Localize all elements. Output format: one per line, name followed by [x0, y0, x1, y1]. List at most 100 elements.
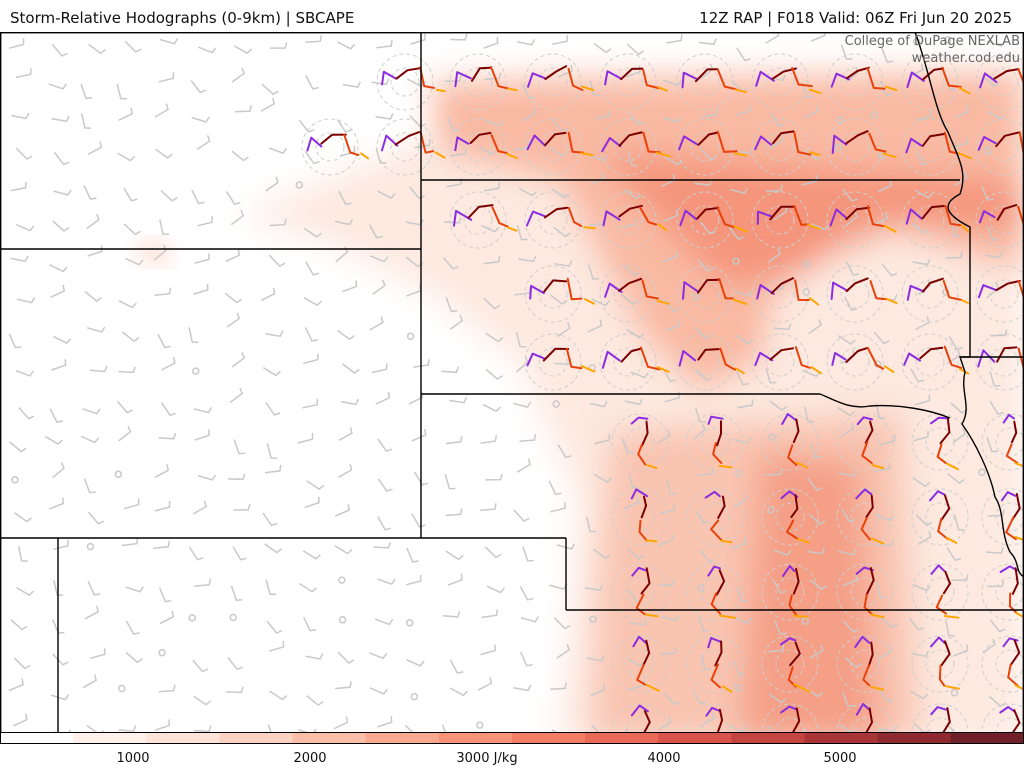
hodograph-ring: [989, 132, 1019, 162]
wind-barb: [191, 189, 205, 205]
hodograph-segment: [943, 345, 963, 369]
wind-barb: [447, 573, 463, 586]
hodograph-ring: [761, 635, 819, 693]
hodograph-segment: [929, 490, 946, 502]
hodograph-segment: [794, 279, 810, 301]
hodograph-ring: [376, 118, 434, 176]
hodograph-segment: [999, 565, 1018, 573]
hodograph-ring: [901, 333, 959, 391]
hodograph-segment: [831, 352, 847, 366]
wind-barb: [159, 610, 175, 625]
hodograph-ring: [599, 265, 657, 323]
colorbar-segment: [73, 732, 147, 744]
hodograph-segment: [732, 298, 748, 305]
wind-barb: [16, 297, 36, 304]
wind-barb: [226, 686, 244, 694]
wind-barb: [624, 398, 643, 406]
calm-wind-circle: [338, 576, 346, 584]
wind-barb: [335, 681, 352, 690]
wind-barb: [441, 366, 460, 374]
wind-barb: [765, 468, 783, 476]
wind-barb: [197, 46, 217, 54]
hodograph-segment: [716, 206, 735, 229]
hodograph-segment: [454, 136, 470, 152]
hodograph-segment: [793, 205, 810, 226]
hodograph-segment: [640, 567, 651, 595]
wind-barb: [878, 644, 893, 660]
wind-barb: [954, 105, 969, 119]
wind-barb: [513, 684, 532, 692]
cape-high-south: [740, 452, 880, 744]
hodograph-segment: [646, 464, 658, 469]
hodograph-segment: [845, 130, 869, 145]
wind-barb: [989, 371, 1001, 387]
wind-barb: [123, 498, 140, 510]
wind-barb: [197, 216, 213, 227]
wind-barb: [342, 280, 358, 293]
colorbar-label-4000: 4000: [647, 751, 681, 766]
hodograph-ring: [690, 132, 720, 162]
hodograph-ring: [911, 413, 969, 471]
hodograph-ring: [826, 53, 884, 111]
wind-barb: [478, 146, 497, 156]
wind-barb: [837, 406, 856, 417]
wind-barb: [656, 429, 671, 445]
hodograph-segment: [678, 350, 697, 367]
wind-barb: [231, 352, 246, 368]
wind-barb: [773, 620, 787, 636]
calm-wind-circle: [943, 36, 952, 44]
hodograph-segment: [704, 490, 721, 499]
wind-barb: [8, 678, 24, 692]
wind-barb: [340, 398, 360, 406]
hodograph-segment: [1010, 420, 1018, 444]
wind-barb: [406, 284, 422, 297]
wind-barb: [838, 470, 858, 478]
hodograph-segment: [866, 205, 885, 228]
wind-barb: [989, 400, 1004, 415]
hodograph-ring: [700, 649, 730, 679]
wind-barb: [268, 640, 285, 652]
wind-barb: [83, 478, 96, 494]
hodograph-ring: [611, 488, 669, 546]
wind-barb: [477, 677, 493, 691]
hodograph-segment: [856, 416, 873, 426]
hodograph-segment: [712, 442, 723, 464]
wind-barb: [10, 619, 28, 631]
hodograph-segment: [639, 206, 658, 226]
calm-wind-circle: [767, 506, 775, 514]
wind-barb: [809, 579, 828, 591]
wind-barb: [299, 582, 317, 593]
wind-barb: [881, 263, 898, 277]
wind-barb: [52, 653, 69, 666]
wind-barb: [911, 222, 929, 234]
hodograph-segment: [639, 346, 661, 371]
wind-barb: [663, 115, 682, 123]
hodograph-segment: [1009, 639, 1021, 666]
wind-barb: [116, 83, 127, 100]
hodograph-ring: [463, 205, 493, 235]
hodograph-ring: [989, 67, 1019, 97]
wind-barb: [733, 616, 752, 625]
calm-wind-circle: [552, 400, 560, 408]
hodograph-segment: [809, 151, 821, 157]
wind-barb: [410, 33, 426, 45]
wind-barb: [377, 190, 396, 200]
wind-barb: [516, 458, 531, 473]
hodograph-ring: [611, 413, 669, 471]
hodograph-segment: [645, 613, 659, 618]
wind-barb: [732, 437, 752, 444]
wind-barb: [269, 690, 288, 701]
wind-barb: [297, 433, 314, 444]
wind-barb: [266, 443, 278, 459]
hodograph-segment: [419, 131, 434, 154]
hodograph-segment: [855, 488, 873, 500]
wind-barb: [260, 97, 276, 112]
hodograph-segment: [921, 205, 945, 220]
hodograph-ring: [613, 132, 643, 162]
calm-wind-circle: [877, 151, 886, 160]
wind-barb: [303, 297, 323, 307]
hodograph-segment: [787, 444, 798, 466]
cape-sliver: [130, 237, 175, 267]
wind-barb: [910, 368, 925, 383]
wind-barb: [124, 40, 142, 53]
